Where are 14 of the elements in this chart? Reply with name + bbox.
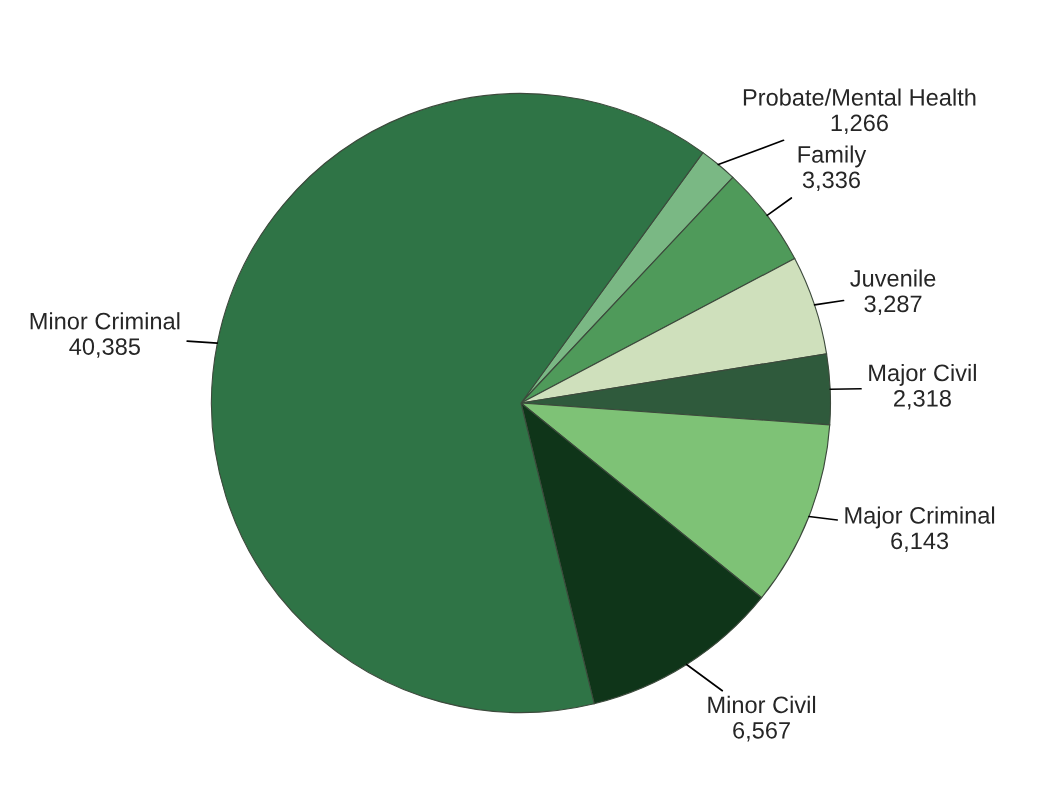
data-label: 6,567 xyxy=(733,721,790,742)
data-label: 1,266 xyxy=(831,114,888,135)
slice-label: Major Civil xyxy=(869,363,976,386)
slice-label: Minor Criminal xyxy=(30,312,180,330)
data-label: 6,143 xyxy=(891,532,949,552)
slice-label: Minor Civil xyxy=(708,695,816,714)
data-label: 40,385 xyxy=(69,338,140,358)
slice-label: Major Criminal xyxy=(845,506,995,529)
slice-label: Juvenile xyxy=(850,269,936,287)
slice-label: Probate/Mental Health xyxy=(743,88,976,106)
data-label: 2,318 xyxy=(894,389,951,410)
slice-label: Family xyxy=(798,145,867,168)
data-label: 3,287 xyxy=(864,295,922,315)
data-label: 3,336 xyxy=(802,171,860,191)
